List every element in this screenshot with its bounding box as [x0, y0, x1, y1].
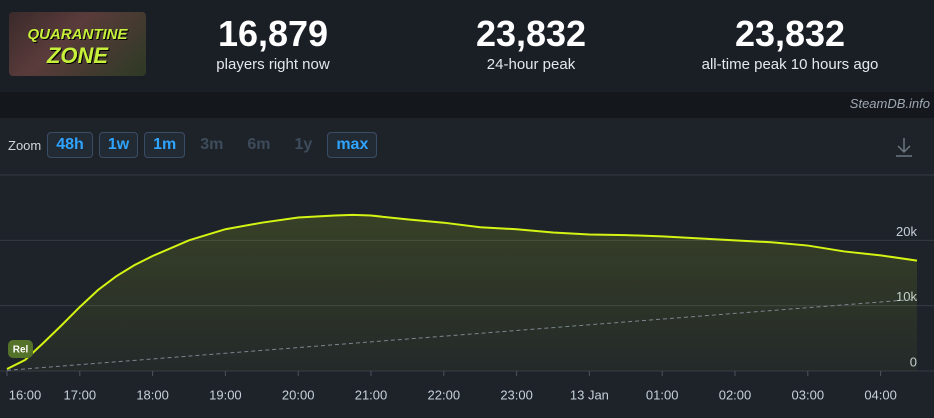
- zoom-button[interactable]: max: [327, 132, 378, 158]
- x-tick-label: 04:00: [864, 387, 897, 402]
- annotation-badge: [8, 340, 33, 358]
- x-tick-label: 16:00: [9, 387, 42, 402]
- zoom-button[interactable]: 1m: [144, 132, 186, 158]
- source[interactable]: SteamDB.info: [849, 96, 930, 111]
- logo-text: QUARANTINE: [27, 26, 128, 43]
- y-tick-label: 20k: [896, 224, 917, 239]
- zoom-button[interactable]: 48h: [47, 132, 93, 158]
- zoom-button: 6m: [238, 132, 279, 158]
- x-tick-label: 01:00: [646, 387, 679, 402]
- stat-value: 16,879: [217, 13, 329, 54]
- x-tick-label: 18:00: [136, 387, 169, 402]
- x-tick-label: 02:00: [719, 387, 752, 402]
- dashed-line: [6, 298, 918, 371]
- zoom-label: Zoom: [8, 137, 42, 153]
- stat-label: 24-hour peak: [486, 56, 576, 73]
- stat-value: 23,832: [734, 13, 846, 54]
- zoom-button[interactable]: 1w: [98, 132, 139, 158]
- annotation: Rel: [13, 345, 29, 356]
- zoom-bar: Zoom 48h 1w 1m 3m 6m 1y max: [8, 132, 378, 158]
- x-tick-label: 13 Jan: [570, 387, 609, 402]
- stat-label: all-time peak 10 hours ago: [701, 56, 879, 73]
- header: QUARANTINE ZONE 16,879 players right now …: [0, 0, 934, 92]
- x-tick-label: 21:00: [355, 387, 388, 402]
- x-tick-label: 23:00: [500, 387, 533, 402]
- stat-value: 23,832: [475, 13, 587, 54]
- x-tick-label: 03:00: [792, 387, 825, 402]
- source-bar: SteamDB.info: [0, 92, 934, 118]
- series-line: [6, 213, 918, 370]
- zoom-button: 3m: [191, 132, 232, 158]
- game-logo: QUARANTINE ZONE: [9, 12, 146, 76]
- stat: 23,832 all-time peak 10 hours ago: [670, 13, 910, 74]
- x-tick-label: 20:00: [282, 387, 315, 402]
- download-icon[interactable]: [896, 138, 912, 157]
- chart: 010k20k16:0017:0018:0019:0020:0021:0022:…: [0, 138, 934, 402]
- x-tick-label: 19:00: [209, 387, 242, 402]
- stat: 16,879 players right now: [153, 13, 393, 74]
- stat: 23,832 24-hour peak: [411, 13, 651, 74]
- area-fill: [7, 214, 917, 371]
- x-tick-label: 17:00: [64, 387, 97, 402]
- logo-text: ZONE: [46, 43, 109, 68]
- zoom-button: 1y: [286, 132, 322, 158]
- stat-label: players right now: [216, 56, 330, 73]
- x-tick-label: 22:00: [428, 387, 461, 402]
